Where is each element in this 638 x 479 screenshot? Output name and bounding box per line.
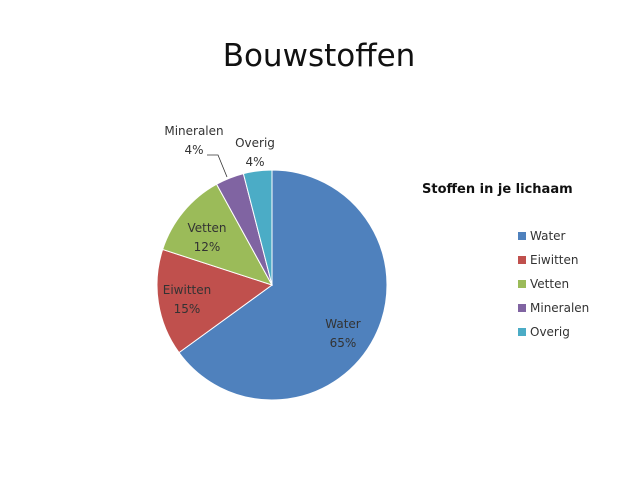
data-label-vetten: Vetten 12% — [187, 221, 226, 254]
data-labels: Water 65% Eiwitten 15% Vetten 12% Mineralen 4% O… — [163, 124, 361, 350]
legend: Water Eiwitten Vetten Mineralen Overig — [518, 229, 589, 339]
legend-swatch-water — [518, 232, 526, 240]
legend-label-overig: Overig — [530, 325, 570, 339]
legend-swatch-overig — [518, 328, 526, 336]
legend-title: Stoffen in je lichaam — [422, 182, 573, 197]
legend-swatch-vetten — [518, 280, 526, 288]
legend-swatch-eiwitten — [518, 256, 526, 264]
data-label-mineralen: Mineralen 4% — [164, 124, 223, 157]
pie-slice-overig — [242, 169, 273, 286]
legend-swatch-mineralen — [518, 304, 526, 312]
legend-label-eiwitten: Eiwitten — [530, 253, 578, 267]
data-label-overig: Overig 4% — [235, 136, 275, 169]
legend-label-vetten: Vetten — [530, 277, 569, 291]
data-label-eiwitten: Eiwitten 15% — [163, 283, 211, 316]
slide-title: Bouwstoffen — [222, 38, 416, 74]
pie-slice-vetten — [161, 183, 274, 286]
leader-line-mineralen — [207, 154, 228, 178]
pie-slices — [156, 169, 388, 401]
pie-slice-eiwitten — [156, 248, 274, 354]
data-label-water: Water 65% — [325, 317, 361, 350]
leader-lines — [207, 154, 228, 178]
legend-label-mineralen: Mineralen — [530, 301, 589, 315]
legend-label-water: Water — [530, 229, 566, 243]
pie-slice-water — [178, 169, 388, 401]
